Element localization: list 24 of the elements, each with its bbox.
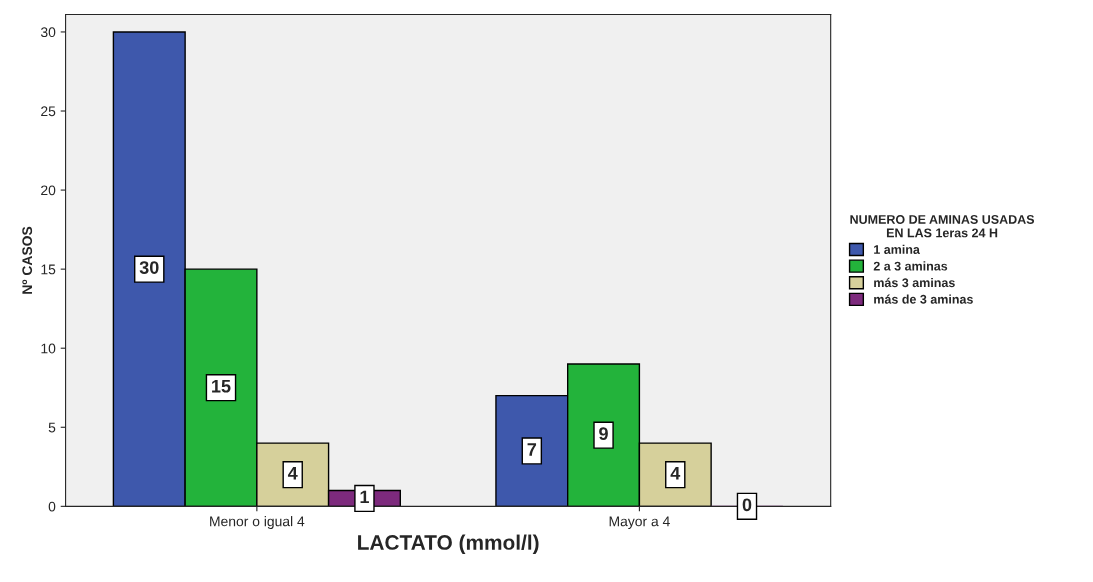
legend-label: más de 3 aminas — [874, 294, 973, 304]
y-axis-title: Nº CASOS — [22, 226, 33, 294]
data-label: 7 — [527, 443, 537, 456]
legend-label: más 3 aminas — [874, 277, 955, 288]
data-label: 4 — [287, 466, 298, 480]
data-label: 0 — [742, 498, 752, 512]
data-label: 4 — [670, 466, 681, 480]
x-tick-label: Menor o igual 4 — [210, 516, 305, 530]
data-label: 9 — [599, 427, 608, 441]
x-axis-title: LACTATO (mmol/l) — [358, 534, 539, 554]
y-tick-label: 10 — [41, 343, 56, 354]
legend-title: NUMERO DE AMINAS USADAS EN LAS 1eras 24 H — [850, 215, 1035, 238]
y-tick-label: 15 — [41, 264, 56, 275]
y-tick-label: 25 — [41, 106, 56, 117]
data-label: 1 — [360, 490, 369, 504]
legend-label: 2 a 3 aminas — [873, 261, 948, 271]
x-tick-label: Mayor a 4 — [609, 516, 670, 530]
y-tick-label: 0 — [48, 501, 56, 512]
legend-label: 1 amina — [874, 244, 920, 254]
data-label: 30 — [139, 261, 159, 275]
y-tick-label: 5 — [48, 422, 56, 433]
data-label: 15 — [212, 379, 231, 393]
y-tick-label: 20 — [41, 185, 56, 196]
y-tick-label: 30 — [40, 27, 56, 38]
